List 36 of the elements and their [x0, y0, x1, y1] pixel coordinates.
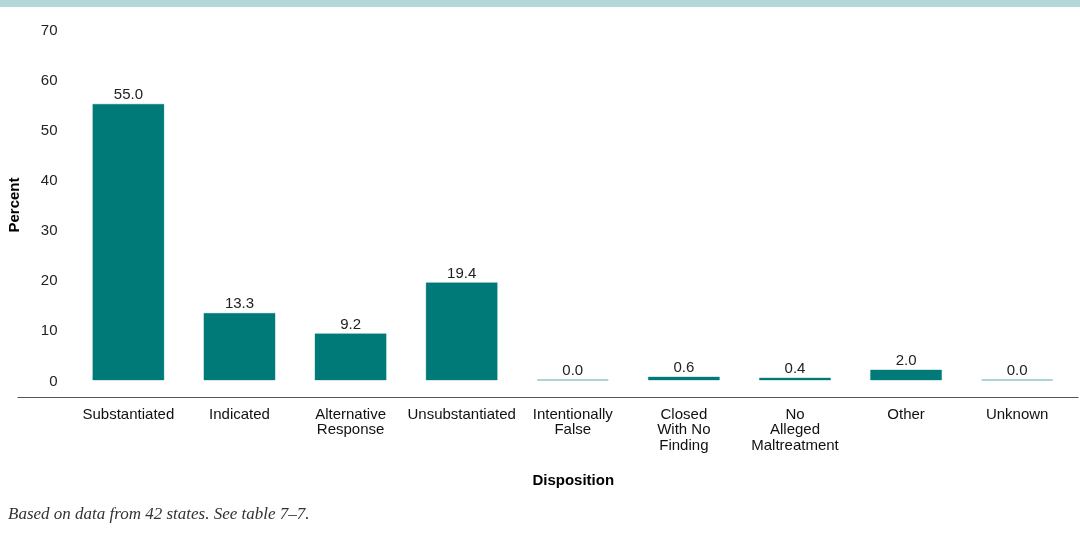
- x-tick-label: Substantiated: [82, 404, 175, 422]
- x-tick-label: No Alleged Maltreatment: [751, 404, 840, 453]
- y-tick-label: 30: [40, 221, 58, 239]
- y-tick-label: 50: [40, 120, 58, 138]
- data-label: 0.4: [784, 358, 806, 376]
- bar: [647, 376, 720, 381]
- y-tick-label: 20: [40, 271, 58, 289]
- x-tick-label: Closed With No Finding: [657, 404, 711, 453]
- data-label: 2.0: [895, 350, 917, 368]
- x-tick-label: Intentionally False: [532, 404, 614, 437]
- x-tick-label: Unsubstantiated: [407, 404, 516, 422]
- data-label: 0.0: [1006, 361, 1028, 378]
- x-tick-label: Alternative Response: [315, 404, 387, 437]
- data-label: 55.0: [113, 85, 143, 103]
- data-label: 0.6: [673, 357, 695, 375]
- bar: [92, 103, 165, 381]
- bar: [314, 333, 387, 381]
- x-tick-label: Other: [887, 404, 925, 422]
- bar: [870, 369, 943, 381]
- y-tick-label: 60: [40, 70, 58, 88]
- x-tick-label: Unknown: [985, 404, 1049, 422]
- y-tick-label: 40: [40, 170, 58, 188]
- data-label: 19.4: [447, 263, 477, 281]
- y-tick-label: 70: [40, 20, 58, 38]
- x-axis-title: Disposition: [532, 470, 615, 488]
- data-label: 9.2: [340, 314, 362, 332]
- y-axis-title: Percent: [4, 177, 22, 233]
- text: Based on data from 42 states. See table 7–7.: [8, 503, 310, 525]
- bar: [203, 312, 276, 381]
- x-tick-label: Indicated: [209, 404, 270, 422]
- data-label: 13.3: [224, 294, 255, 312]
- data-label: 0.0: [562, 361, 584, 378]
- bar: [425, 282, 498, 381]
- y-tick-label: 0: [49, 371, 58, 389]
- y-tick-label: 10: [40, 321, 58, 339]
- bar: [758, 377, 832, 381]
